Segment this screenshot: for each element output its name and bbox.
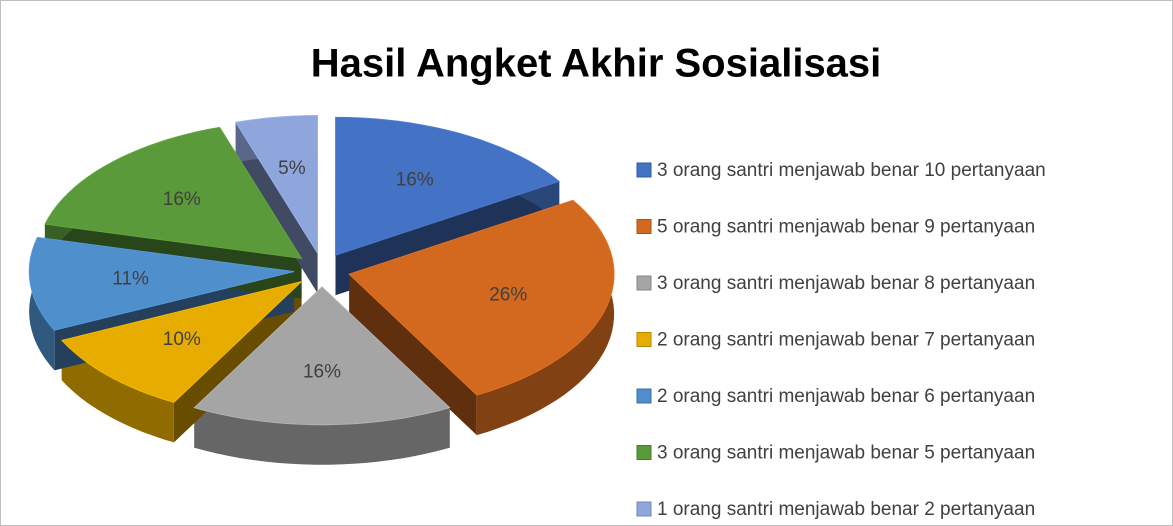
legend-swatch <box>636 501 652 517</box>
legend-swatch <box>636 219 652 234</box>
slice <box>348 199 615 396</box>
legend-label: 3 orang santri menjawab benar 8 pertanya… <box>657 273 1035 294</box>
legend-swatch <box>636 388 652 404</box>
legend-swatch <box>636 332 652 347</box>
legend-label: 5 orang santri menjawab benar 9 pertanya… <box>657 217 1035 238</box>
slice <box>44 126 303 260</box>
slice <box>61 280 303 403</box>
pie-tops <box>28 114 615 426</box>
data-label: 11% <box>112 269 149 290</box>
slice-side <box>335 117 560 296</box>
legend-label: 3 orang santri menjawab benar 10 pertany… <box>657 160 1046 181</box>
slice-side <box>476 200 615 436</box>
slice <box>235 114 319 255</box>
legend-swatch <box>636 445 652 460</box>
slice <box>335 116 561 256</box>
slice-side <box>194 407 450 465</box>
legend-swatch <box>636 275 652 291</box>
slice <box>193 286 451 426</box>
slice-side <box>235 115 318 294</box>
chart-title: Hasil Angket Akhir Sosialisasi <box>311 42 882 86</box>
data-label: 16% <box>163 189 201 210</box>
data-label: 16% <box>396 169 434 190</box>
data-label: 16% <box>303 361 341 382</box>
legend-label: 2 orang santri menjawab benar 7 pertanya… <box>657 330 1035 351</box>
slice <box>28 236 295 331</box>
data-label: 10% <box>163 329 201 350</box>
legend-label: 3 orang santri menjawab benar 5 pertanya… <box>657 443 1035 464</box>
slice-side <box>61 340 174 443</box>
data-label: 5% <box>278 158 306 179</box>
data-label: 26% <box>489 284 527 305</box>
legend-label: 1 orang santri menjawab benar 2 pertanya… <box>657 499 1035 520</box>
legend-label: 2 orang santri menjawab benar 6 pertanya… <box>657 386 1035 407</box>
legend-swatch <box>636 162 652 178</box>
